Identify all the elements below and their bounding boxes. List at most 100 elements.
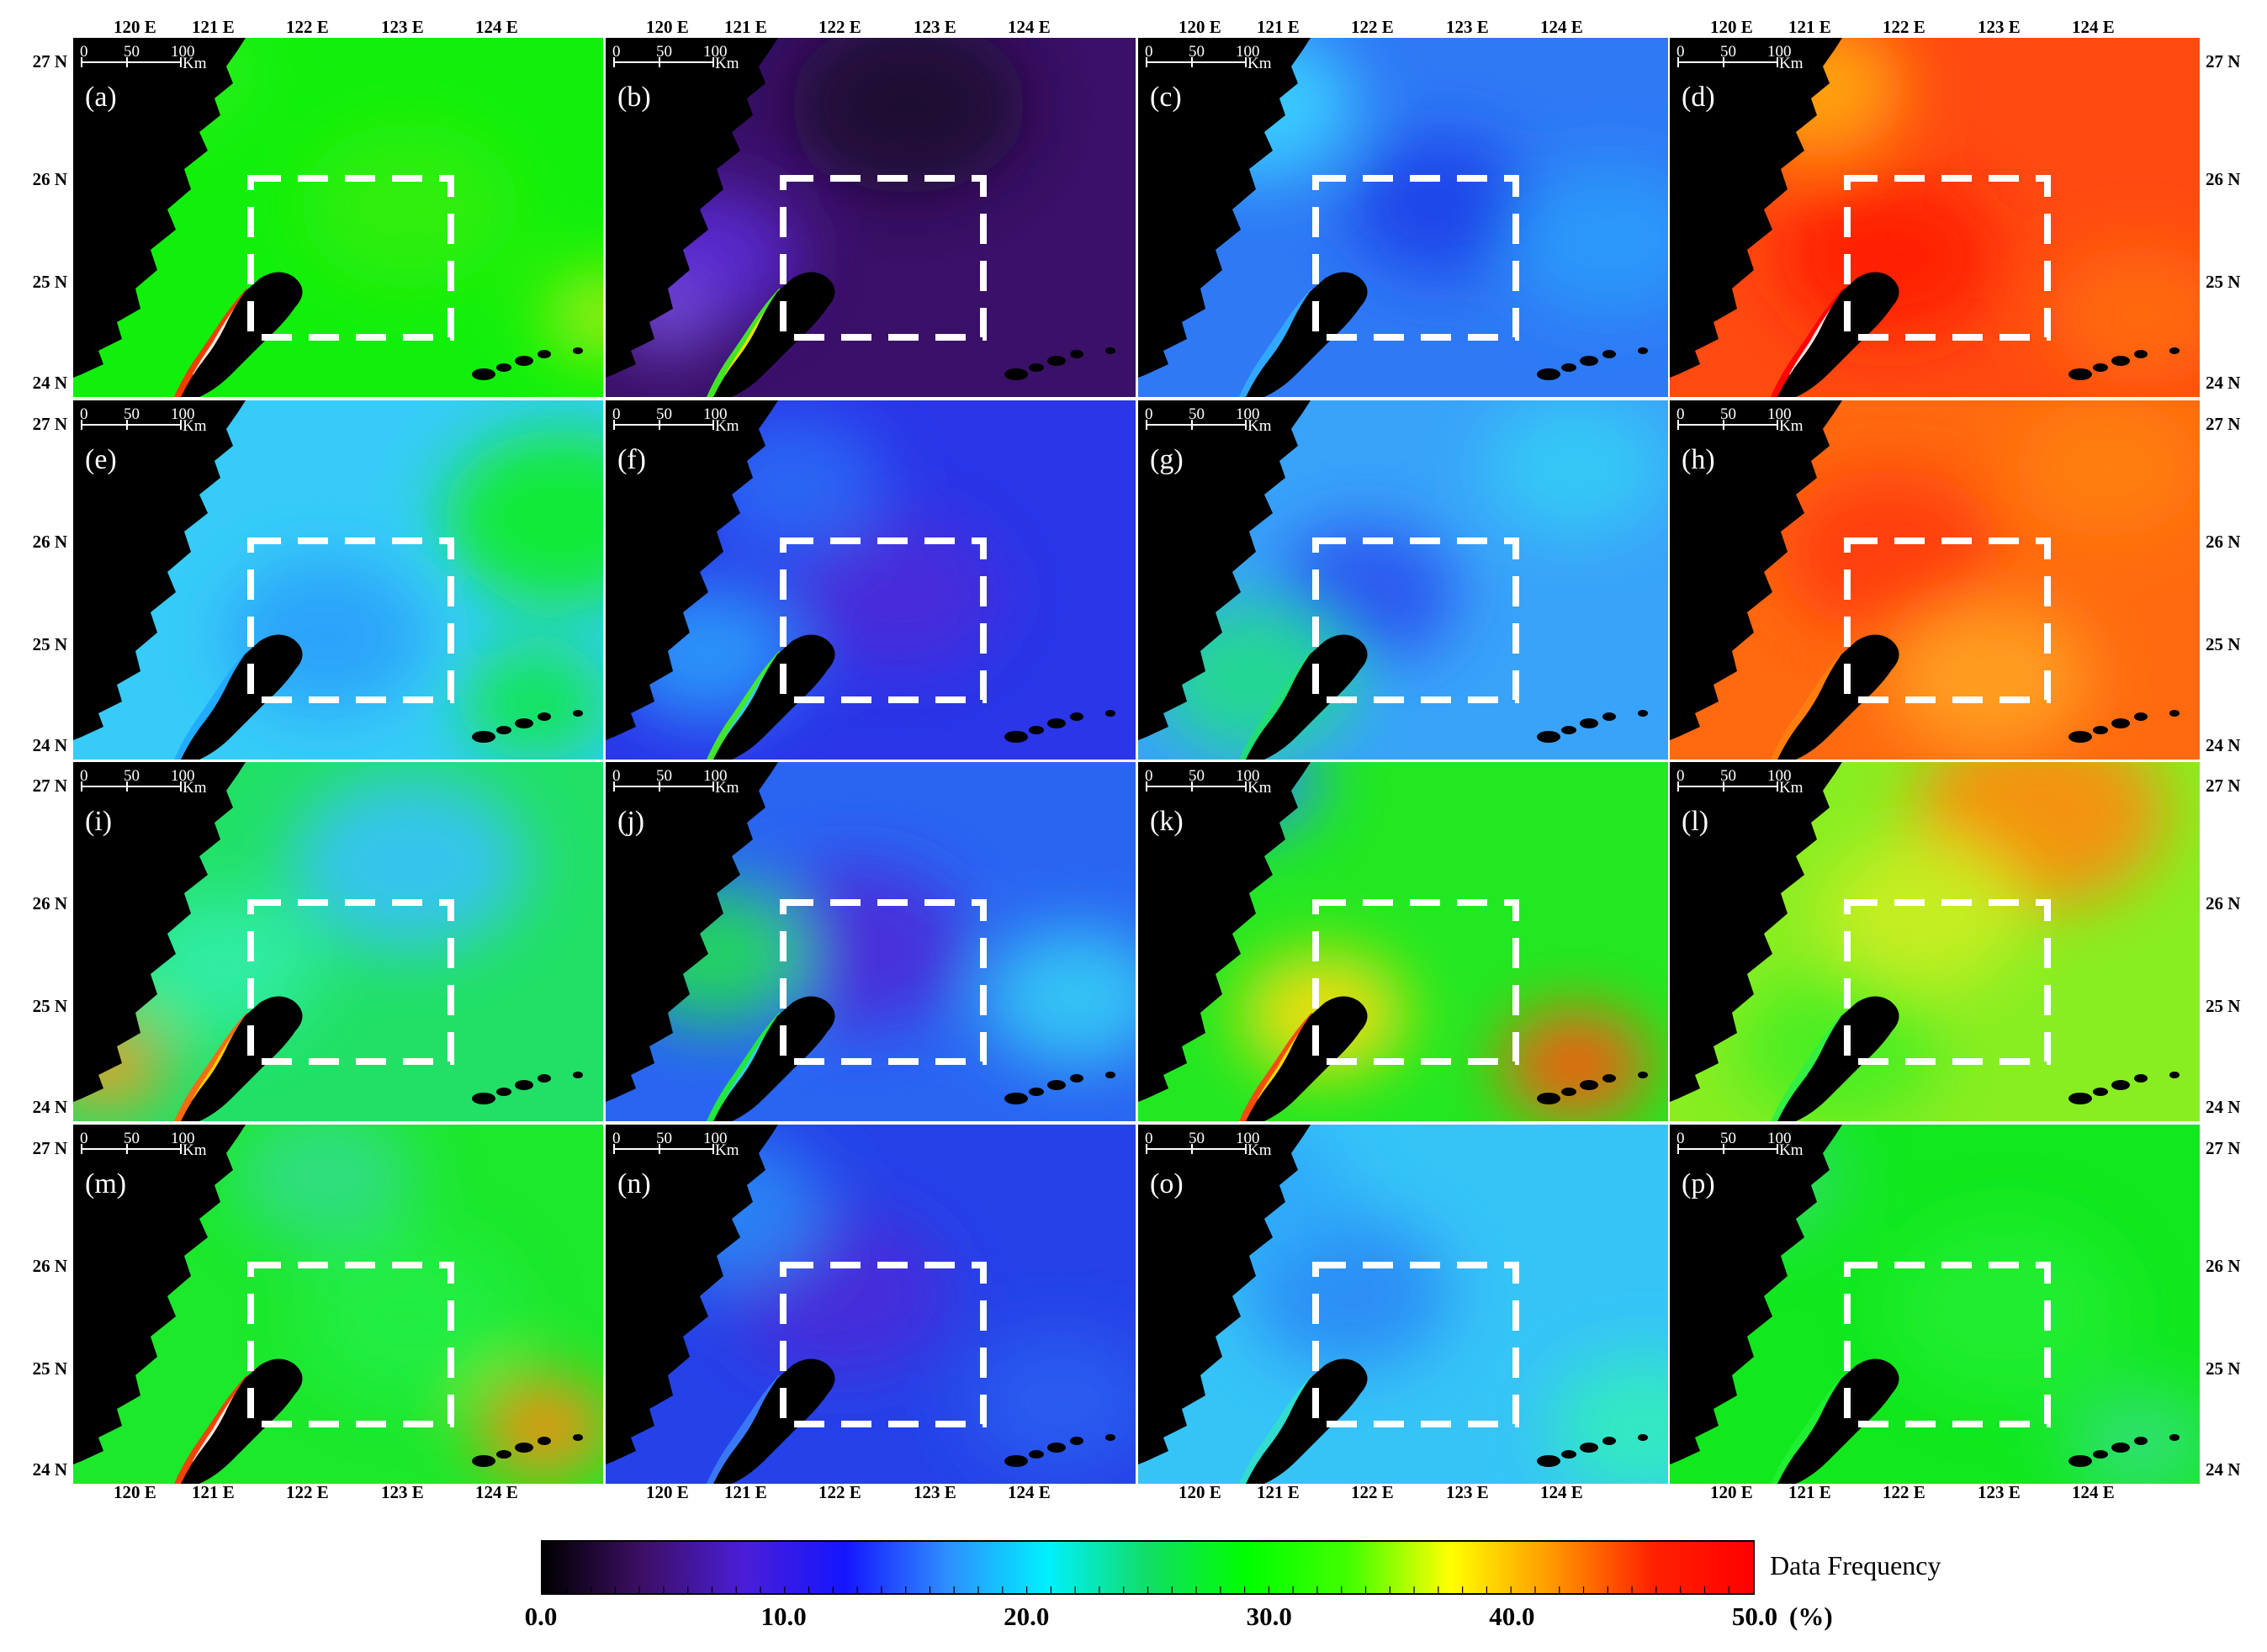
latitude-label: 25 N: [32, 634, 67, 654]
scale-tick-label: 50: [656, 405, 672, 423]
scale-tick-label: 0: [1676, 1130, 1685, 1147]
longitude-label: 122 E: [818, 1482, 861, 1502]
scale-bar: 0 50 100 Km: [1145, 405, 1279, 436]
island: [1731, 211, 1743, 218]
latitude-label: 25 N: [32, 996, 67, 1016]
scale-bar: 0 50 100 Km: [612, 43, 747, 73]
island: [1561, 726, 1576, 734]
concentration-patch: [984, 928, 1136, 1067]
concentration-patch: [1888, 1221, 2124, 1398]
island: [119, 969, 129, 976]
concentration-patch: [460, 646, 603, 760]
concentration-patch: [2015, 400, 2200, 537]
longitude-label: 122 E: [1351, 17, 1394, 37]
island: [1715, 969, 1725, 976]
taiwan-land: [1777, 1358, 1899, 1484]
island: [1070, 1437, 1083, 1445]
island: [1105, 1434, 1115, 1441]
latitude-label: 26 N: [2206, 532, 2241, 552]
island: [515, 356, 533, 366]
longitude-label: 121 E: [1788, 1482, 1831, 1502]
island: [472, 1093, 495, 1104]
island: [1070, 350, 1083, 358]
panel-label: (b): [617, 82, 651, 113]
island: [1184, 969, 1194, 976]
island: [1715, 245, 1725, 252]
scale-unit: Km: [1779, 779, 1804, 797]
china-coast-land: [73, 38, 246, 378]
panel-label: (l): [1682, 806, 1709, 837]
island: [651, 245, 661, 252]
colorbar-unit: (%): [1789, 1602, 1833, 1631]
longitude-label: 124 E: [1540, 1482, 1583, 1502]
map-panel: 0 50 100 Km (k): [1138, 762, 1668, 1121]
concentration-patch: [544, 271, 603, 360]
taiwan-land: [1246, 272, 1368, 397]
latitude-label: 27 N: [2206, 51, 2241, 71]
scale-unit: Km: [183, 779, 207, 797]
scale-tick-label: 100: [171, 1130, 195, 1147]
longitude-label: 121 E: [1257, 17, 1300, 37]
longitude-label: 120 E: [1179, 17, 1221, 37]
concentration-patch: [1483, 400, 1668, 537]
concentration-patch: [1508, 164, 1668, 315]
map-image: [1670, 1125, 2200, 1484]
scale-unit: Km: [1779, 417, 1804, 435]
scale-tick-label: 0: [1676, 767, 1685, 785]
latitude-label: 27 N: [2206, 776, 2241, 796]
panel-label: (e): [85, 444, 117, 475]
latitude-label: 26 N: [32, 893, 67, 913]
scale-tick-label: 100: [703, 43, 728, 61]
panel-label: (j): [617, 806, 645, 837]
study-area-box: [1844, 1262, 2051, 1427]
colorbar-tick-label: 0.0: [524, 1602, 558, 1631]
longitude-label: 121 E: [1788, 17, 1831, 37]
scale-tick-label: 0: [80, 43, 88, 61]
scale-line: [81, 1144, 182, 1154]
scale-tick-label: 0: [612, 405, 621, 423]
latitude-label: 25 N: [2206, 634, 2241, 654]
colorbar: [541, 1540, 1755, 1595]
scale-bar: 0 50 100 Km: [80, 767, 215, 797]
scale-line: [1146, 57, 1247, 67]
latitude-label: 24 N: [2206, 735, 2241, 755]
taiwan-land: [1777, 996, 1899, 1121]
scale-tick-label: 0: [612, 1130, 621, 1147]
scale-bar: 0 50 100 Km: [1676, 1130, 1811, 1160]
panel-label: (d): [1682, 82, 1715, 113]
island: [625, 287, 637, 294]
panel-label: (a): [85, 82, 117, 113]
latitude-label: 26 N: [32, 169, 67, 189]
scale-unit: Km: [183, 1141, 207, 1159]
longitude-label: 122 E: [1883, 17, 1925, 37]
scale-unit: Km: [715, 417, 739, 435]
island: [1047, 356, 1066, 366]
concentration-patch: [1348, 136, 1533, 276]
island: [135, 935, 146, 942]
colorbar-tick-label: 40.0: [1489, 1602, 1535, 1631]
island: [1157, 649, 1169, 656]
panel-label: (m): [85, 1168, 127, 1199]
island: [1537, 731, 1560, 743]
study-area-box: [247, 899, 454, 1065]
scale-tick-label: 50: [656, 767, 672, 785]
scale-line: [81, 781, 182, 792]
china-coast-land: [1670, 38, 1842, 378]
concentration-patch: [1779, 469, 1998, 634]
island: [119, 1332, 129, 1338]
island: [1157, 1374, 1169, 1380]
island: [515, 718, 533, 728]
taiwan-land: [1246, 634, 1368, 760]
study-area-box: [247, 1262, 454, 1427]
scale-tick-label: 50: [1720, 767, 1736, 785]
taiwan-land: [1246, 1358, 1368, 1484]
map-panel: 0 50 100 Km (l): [1670, 762, 2200, 1121]
island: [2093, 363, 2108, 372]
study-area-box: [1312, 899, 1519, 1065]
island: [2068, 1455, 2092, 1467]
island: [1689, 649, 1701, 656]
island: [2169, 1434, 2180, 1441]
latitude-label: 24 N: [2206, 373, 2241, 393]
taiwan-land: [713, 996, 835, 1121]
map-image: [73, 38, 603, 397]
